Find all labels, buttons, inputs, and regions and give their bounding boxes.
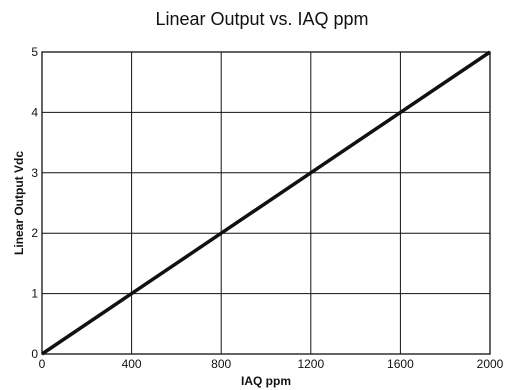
x-axis-label: IAQ ppm <box>241 374 291 388</box>
y-axis-label: Linear Output Vdc <box>12 151 26 255</box>
y-tick-label: 3 <box>31 166 38 180</box>
series-line <box>41 50 491 356</box>
y-tick-label: 5 <box>31 45 38 59</box>
x-tick-label: 400 <box>122 357 142 371</box>
chart-title: Linear Output vs. IAQ ppm <box>155 9 368 29</box>
grid-lines <box>42 52 490 354</box>
y-tick-label: 1 <box>31 287 38 301</box>
y-tick-label: 4 <box>31 105 38 119</box>
x-tick-label: 2000 <box>477 357 504 371</box>
plot-frame <box>41 51 491 355</box>
x-tick-label: 1200 <box>297 357 324 371</box>
x-tick-labels: 0 400 800 1200 1600 2000 <box>39 357 504 371</box>
x-tick-label: 800 <box>211 357 231 371</box>
x-tick-label: 0 <box>39 357 46 371</box>
series-layer <box>41 50 491 356</box>
y-tick-label: 2 <box>31 226 38 240</box>
y-tick-labels: 0 1 2 3 4 5 <box>31 45 38 361</box>
y-tick-label: 0 <box>31 347 38 361</box>
x-tick-label: 1600 <box>387 357 414 371</box>
